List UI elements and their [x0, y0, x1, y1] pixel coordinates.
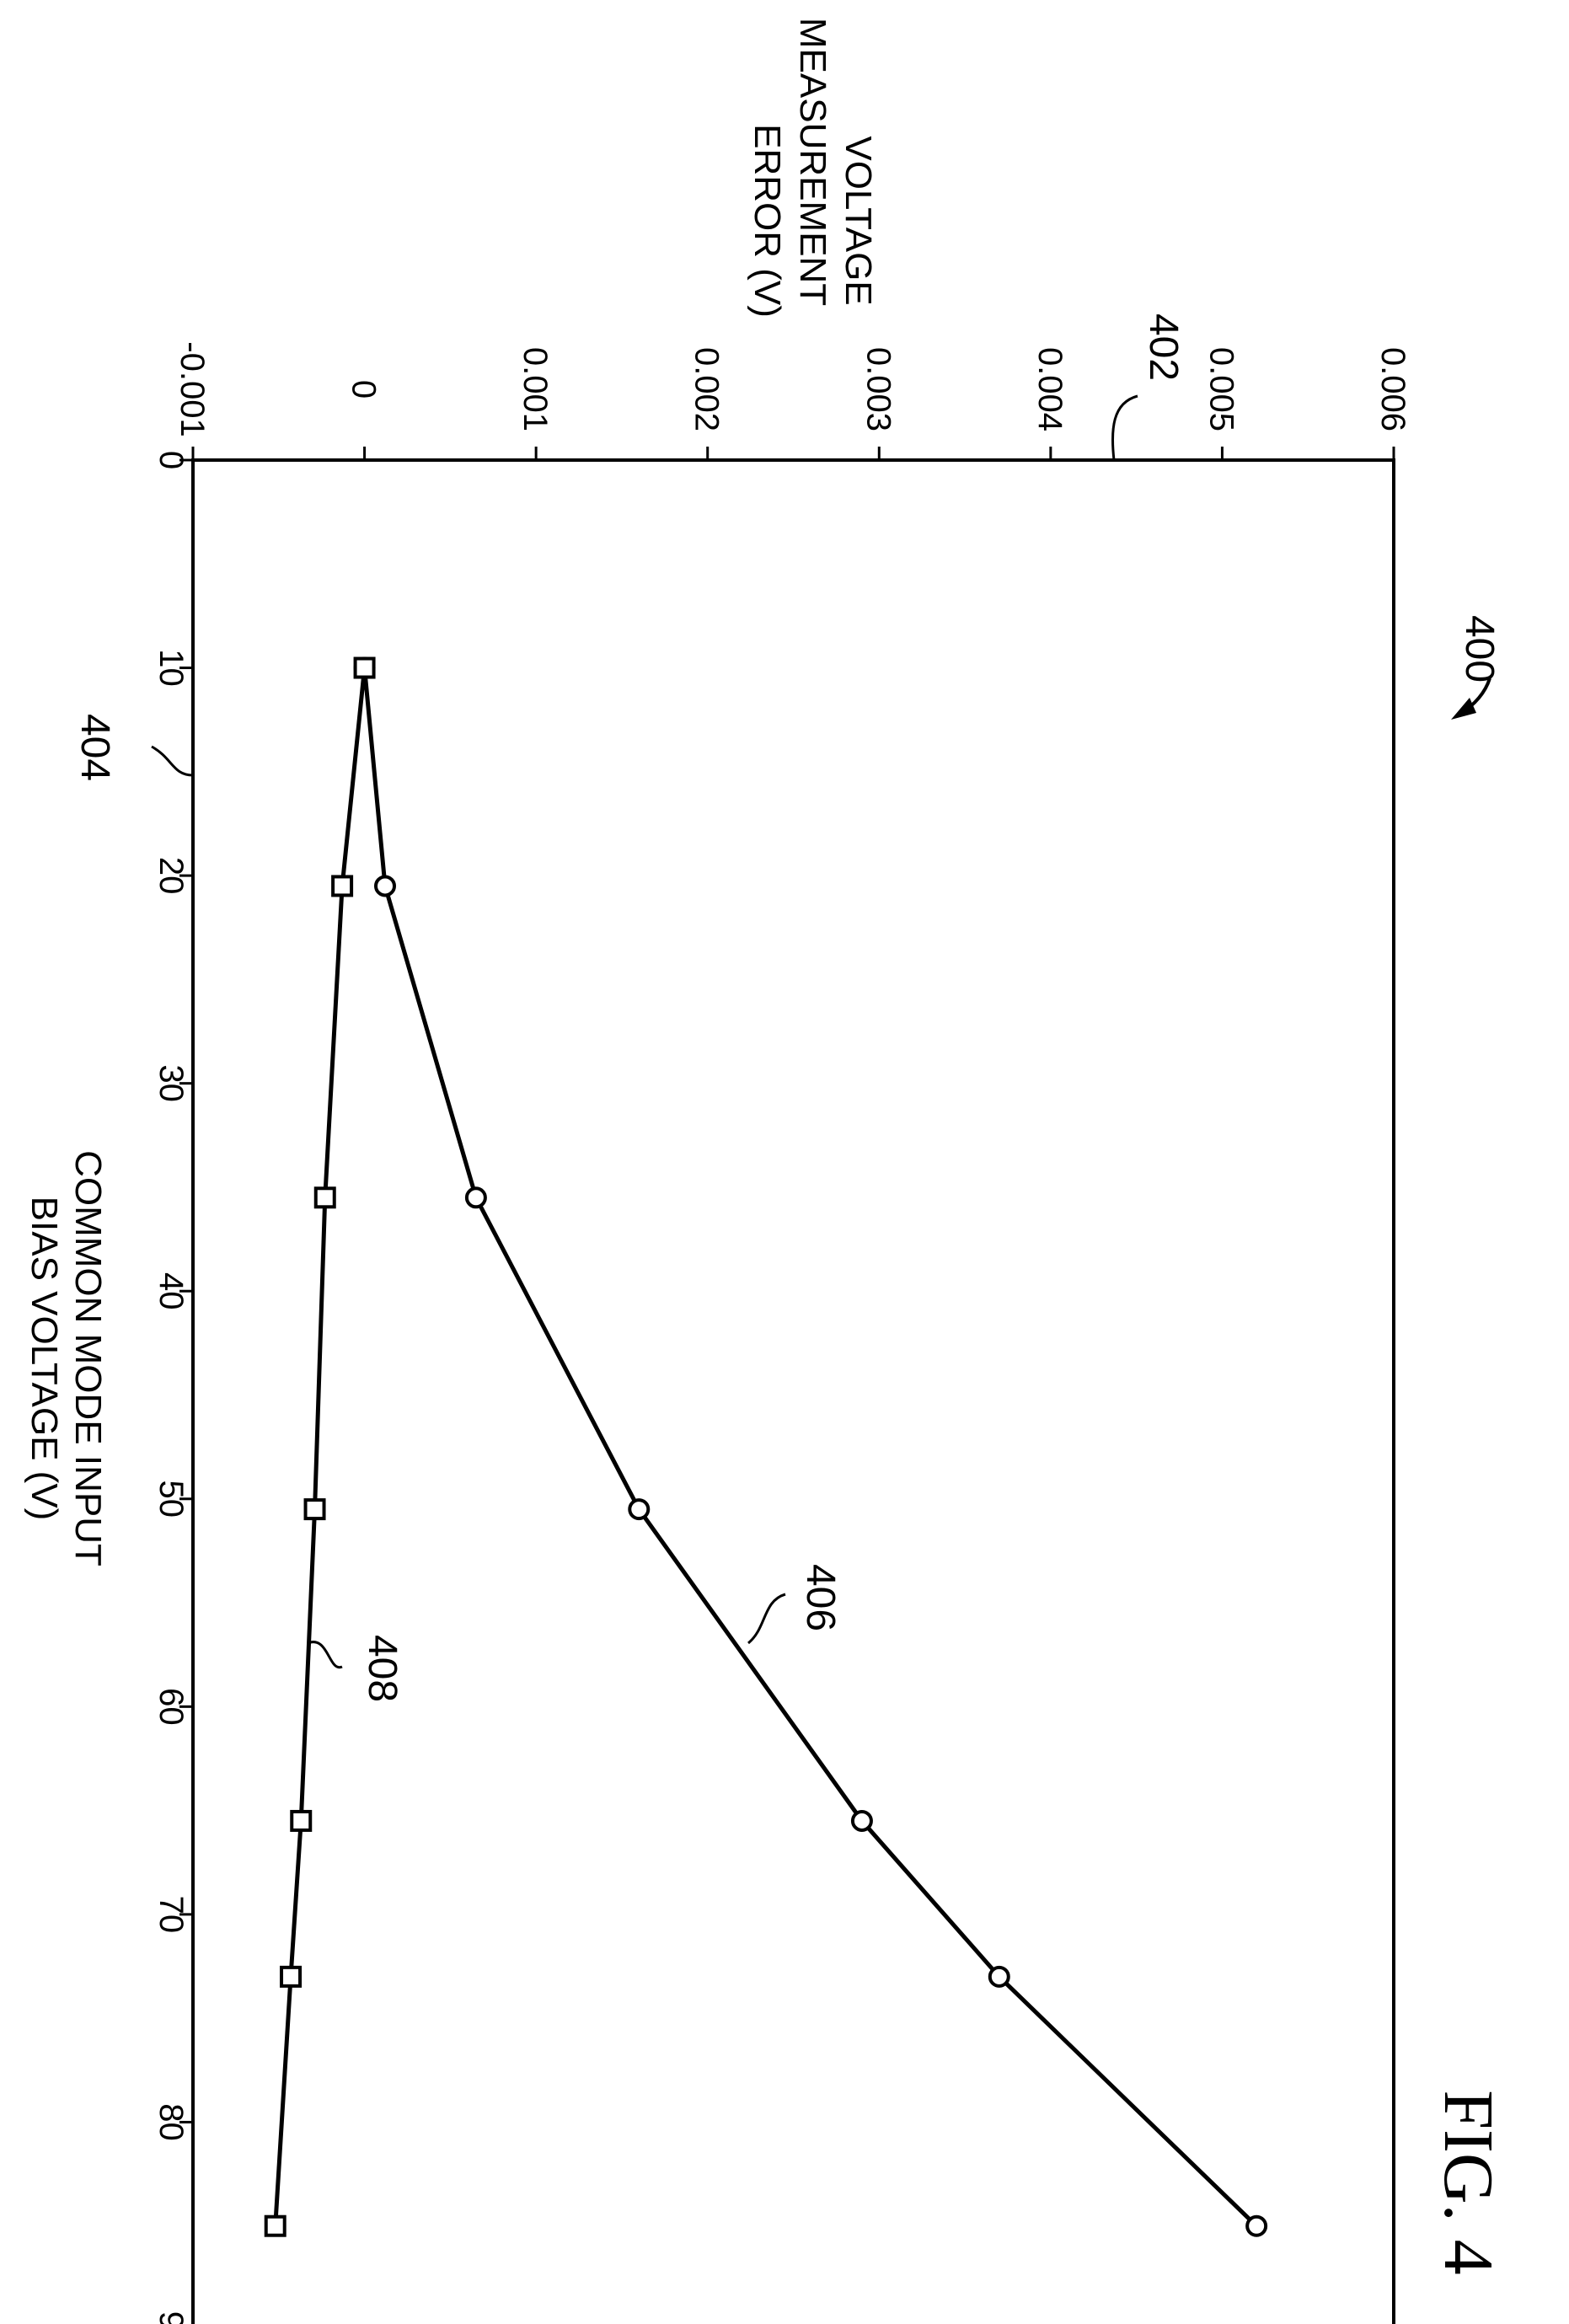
y-tick-label: 0.004: [1031, 347, 1068, 431]
x-tick-label: 50: [153, 1481, 190, 1518]
square-data-point: [264, 2214, 286, 2237]
y-axis-ticks: -0.001 0 0.001 0.002 0.003 0.004 0.005 0.006: [174, 341, 1411, 460]
y-tick-label: 0.006: [1374, 347, 1411, 431]
plot-frame: [191, 458, 1395, 2324]
y-tick-label: 0.003: [859, 347, 897, 431]
x-axis-title-line-2: BIAS VOLTAGE (V): [24, 1197, 65, 1521]
x-tick-label: 60: [153, 1688, 190, 1726]
x-tick-label: 20: [153, 857, 190, 895]
square-series-line: [273, 667, 367, 2226]
square-data-point: [331, 875, 354, 897]
y-tick-label: 0: [345, 380, 383, 399]
ref-label-404: 404: [72, 714, 117, 781]
x-tick-label: 0: [153, 451, 190, 469]
circle-data-point: [850, 1809, 873, 1832]
square-data-point: [290, 1809, 313, 1832]
circle-data-point: [464, 1186, 487, 1209]
x-tick-label: 40: [153, 1272, 190, 1310]
x-tick-label: 90: [153, 2311, 190, 2324]
x-axis-title-line-1: COMMON MODE INPUT: [67, 1150, 109, 1566]
ref-leader-402: [1111, 394, 1138, 461]
ref-label-408: 408: [360, 1635, 404, 1702]
ref-leader-406: [747, 1593, 786, 1645]
y-tick-label: 0.001: [517, 347, 554, 431]
square-data-point: [303, 1498, 326, 1521]
circle-data-point: [628, 1498, 651, 1521]
y-tick-label: 0.005: [1202, 347, 1240, 431]
circle-data-point: [374, 875, 396, 897]
circle-series-line: [362, 667, 1258, 2228]
ref-label-402: 402: [1141, 313, 1186, 381]
x-tick-label: 10: [153, 649, 190, 687]
circle-data-point: [1245, 2214, 1268, 2237]
figure-caption: FIG. 4: [1429, 2090, 1507, 2274]
y-axis-title-line-1: VOLTAGE: [838, 136, 879, 305]
y-axis-title-line-2: MEASUREMENT: [792, 18, 833, 306]
ref-leader-404: [151, 745, 194, 777]
x-axis-ticks: 0 10 20 30 40 50 60 70 80 90: [153, 451, 193, 2324]
y-tick-label: 0.002: [688, 347, 726, 431]
data-series: [264, 656, 1268, 2237]
y-tick-label: -0.001: [174, 341, 211, 436]
y-axis-title-line-3: ERROR (V): [747, 124, 788, 318]
square-data-point: [353, 656, 376, 679]
figure-number-arrowhead: [1451, 698, 1476, 720]
circle-data-point: [988, 1965, 1010, 1988]
figure-number-label: 400: [1457, 615, 1502, 683]
ref-label-406: 406: [798, 1564, 843, 1631]
square-data-point: [313, 1186, 336, 1209]
x-tick-label: 80: [153, 2103, 190, 2141]
square-data-point: [280, 1965, 303, 1988]
x-tick-label: 30: [153, 1064, 190, 1102]
ref-leader-408: [307, 1641, 343, 1669]
x-tick-label: 70: [153, 1896, 190, 1934]
y-axis-title: VOLTAGE MEASUREMENT ERROR (V): [747, 18, 879, 318]
x-axis-title: COMMON MODE INPUT BIAS VOLTAGE (V): [24, 1150, 109, 1566]
